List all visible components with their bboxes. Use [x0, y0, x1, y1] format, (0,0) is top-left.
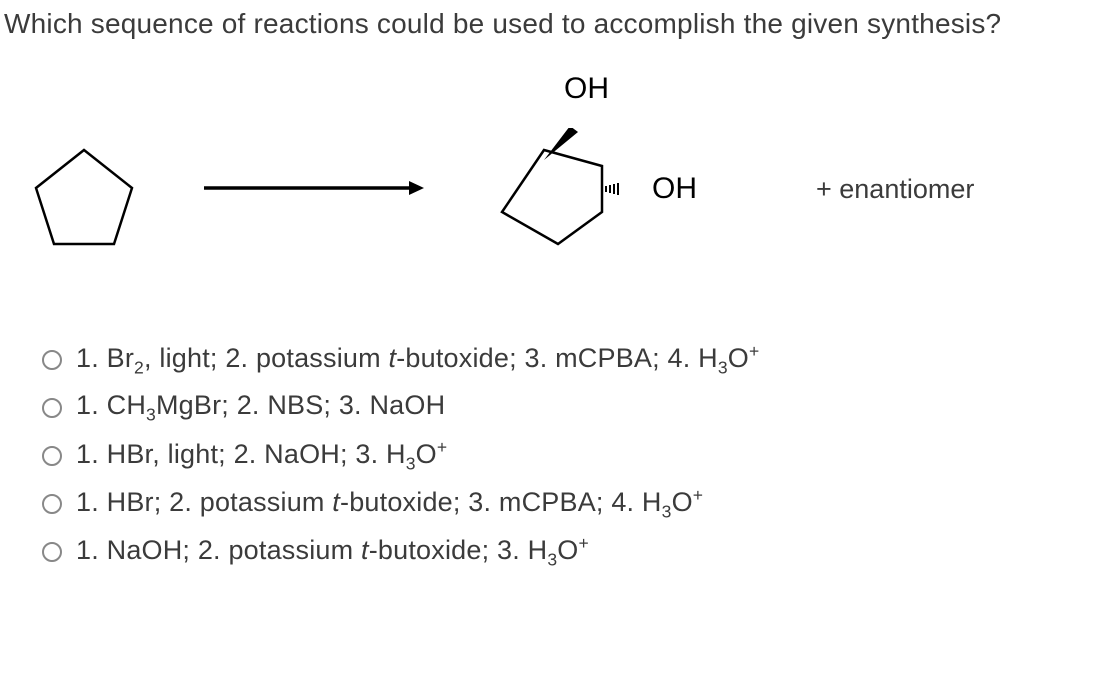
- radio-button[interactable]: [42, 350, 62, 370]
- option-row[interactable]: 1. CH3MgBr; 2. NBS; 3. NaOH: [42, 388, 1116, 428]
- radio-button[interactable]: [42, 494, 62, 514]
- option-text: 1. NaOH; 2. potassium t-butoxide; 3. H3O…: [76, 533, 589, 570]
- reaction-diagram: OH OH + enantiomer: [4, 70, 1116, 300]
- option-text: 1. HBr; 2. potassium t-butoxide; 3. mCPB…: [76, 485, 703, 522]
- radio-button[interactable]: [42, 446, 62, 466]
- radio-button[interactable]: [42, 398, 62, 418]
- answer-options: 1. Br2, light; 2. potassium t-butoxide; …: [4, 340, 1116, 572]
- label-oh-top: OH: [564, 72, 609, 106]
- option-text: 1. Br2, light; 2. potassium t-butoxide; …: [76, 341, 759, 378]
- option-row[interactable]: 1. Br2, light; 2. potassium t-butoxide; …: [42, 340, 1116, 380]
- option-text: 1. HBr, light; 2. NaOH; 3. H3O+: [76, 437, 447, 474]
- product-diol: [484, 128, 634, 268]
- reactant-cyclopentane: [24, 140, 144, 260]
- option-row[interactable]: 1. NaOH; 2. potassium t-butoxide; 3. H3O…: [42, 532, 1116, 572]
- label-oh-side: OH: [652, 172, 697, 206]
- enantiomer-label: + enantiomer: [816, 174, 974, 205]
- radio-button[interactable]: [42, 542, 62, 562]
- question-text: Which sequence of reactions could be use…: [4, 8, 1116, 40]
- reaction-arrow: [204, 178, 424, 198]
- option-row[interactable]: 1. HBr; 2. potassium t-butoxide; 3. mCPB…: [42, 484, 1116, 524]
- option-text: 1. CH3MgBr; 2. NBS; 3. NaOH: [76, 390, 445, 425]
- option-row[interactable]: 1. HBr, light; 2. NaOH; 3. H3O+: [42, 436, 1116, 476]
